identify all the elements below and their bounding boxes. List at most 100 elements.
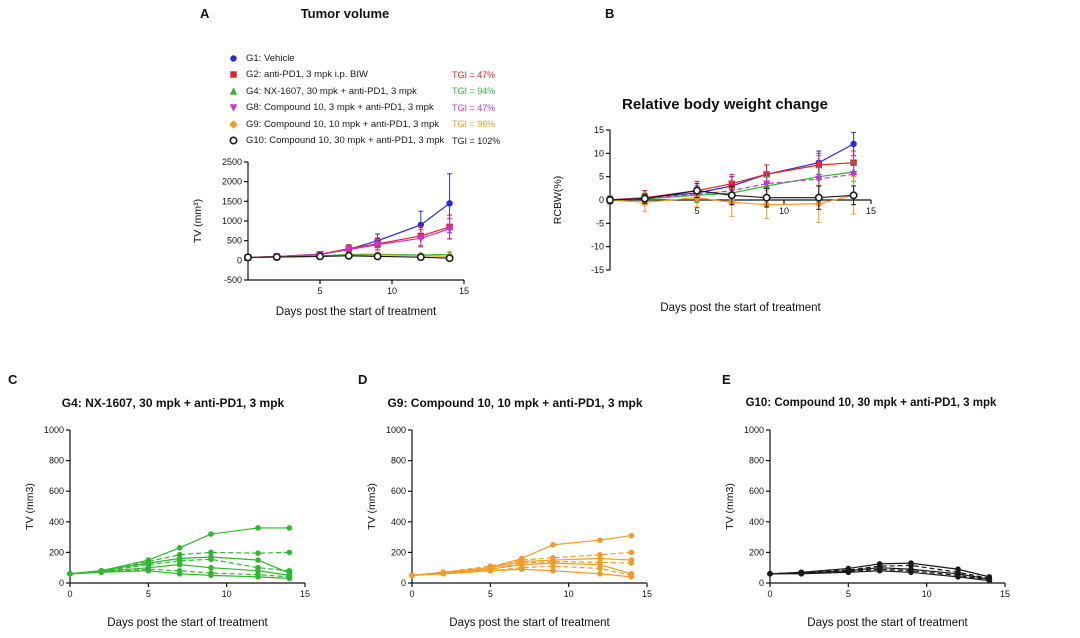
svg-text:10: 10: [779, 206, 789, 216]
svg-text:800: 800: [749, 456, 764, 466]
chart-svg-A: -500 0 500 1000 1500 2000 2500 5 10 15 Days post t…: [192, 157, 469, 318]
triangle-marker-icon: [227, 85, 240, 98]
x-axis-title: Days post the start of treatment: [449, 617, 610, 629]
x-axis-title: Days post the start of treatment: [107, 617, 268, 629]
legend-item: G4: NX-1607, 30 mpk + anti-PD1, 3 mpk: [227, 83, 444, 100]
svg-text:1500: 1500: [222, 196, 242, 206]
chart-g9-individual: 0 200 400 600 800 1000 0 5 10 15 Days post the sta…: [362, 418, 667, 638]
panel-label-a: A: [200, 6, 210, 21]
svg-text:-10: -10: [591, 242, 604, 252]
y-axis-title: TV (mm3): [366, 483, 378, 530]
y-axis-title: TV (mm3): [724, 483, 736, 530]
panel-label-d: D: [358, 372, 368, 387]
panel-label-b: B: [605, 6, 615, 21]
x-axis-title: Days post the start of treatment: [276, 306, 437, 318]
tgi-value: TGI = 94%: [452, 86, 496, 96]
svg-text:0: 0: [67, 589, 72, 599]
svg-text:800: 800: [49, 456, 64, 466]
diamond-marker-icon: [227, 118, 240, 131]
panel-title-g4: G4: NX-1607, 30 mpk + anti-PD1, 3 mpk: [61, 396, 285, 410]
panel-title-tumor-volume: Tumor volume: [300, 6, 390, 21]
svg-text:-15: -15: [591, 265, 604, 275]
legend: G1: Vehicle G2: anti-PD1, 3 mpk i.p. BIW G…: [227, 50, 444, 149]
svg-text:5: 5: [599, 172, 604, 182]
chart-svg-E: 0 200 400 600 800 1000 0 5 10 15 Days post the sta…: [724, 425, 1010, 629]
svg-text:400: 400: [749, 517, 764, 527]
svg-text:200: 200: [749, 547, 764, 557]
svg-text:0: 0: [237, 255, 242, 265]
y-axis-title: RCBW(%): [552, 176, 564, 224]
svg-text:0: 0: [59, 578, 64, 588]
legend-item-label: G8: Compound 10, 3 mpk + anti-PD1, 3 mpk: [246, 102, 434, 114]
panel-title-g9: G9: Compound 10, 10 mpk + anti-PD1, 3 mp…: [387, 396, 643, 410]
chart-body-weight: -15 -10 -5 0 5 10 15 5 10 15 Days post the start o…: [548, 120, 893, 323]
series-g10-compound-10-30-mpk-anti-pd1-3-mpk: [243, 251, 454, 263]
tgi-value: TGI = 96%: [452, 119, 496, 129]
x-axis-title: Days post the start of treatment: [660, 302, 821, 314]
legend-item-label: G10: Compound 10, 30 mpk + anti-PD1, 3 m…: [246, 135, 445, 147]
panel-title-body-weight: Relative body weight change: [622, 96, 828, 113]
svg-text:10: 10: [594, 148, 604, 158]
svg-text:800: 800: [391, 456, 406, 466]
triangle-down-marker-icon: [227, 101, 240, 114]
svg-text:2500: 2500: [222, 157, 242, 167]
legend-item: G10: Compound 10, 30 mpk + anti-PD1, 3 m…: [227, 133, 444, 150]
svg-text:5: 5: [146, 589, 151, 599]
svg-text:0: 0: [409, 589, 414, 599]
legend-item-label: G1: Vehicle: [246, 52, 295, 64]
svg-text:1000: 1000: [44, 425, 64, 435]
tgi-value: TGI = 47%: [452, 102, 496, 113]
svg-text:5: 5: [488, 589, 493, 599]
svg-text:5: 5: [317, 286, 322, 296]
legend-item: G1: Vehicle: [227, 50, 444, 67]
svg-text:15: 15: [1000, 589, 1010, 599]
series-mouse-7: [409, 566, 635, 580]
svg-text:15: 15: [866, 206, 876, 216]
svg-text:1000: 1000: [222, 216, 242, 226]
panel-label-c: C: [8, 372, 18, 387]
svg-text:10: 10: [564, 589, 574, 599]
svg-text:400: 400: [391, 517, 406, 527]
legend-item: G8: Compound 10, 3 mpk + anti-PD1, 3 mpk: [227, 100, 444, 117]
y-axis-title: TV (mm³): [192, 199, 204, 243]
svg-text:1000: 1000: [386, 425, 406, 435]
chart-svg-D: 0 200 400 600 800 1000 0 5 10 15 Days post the sta…: [366, 425, 652, 629]
svg-text:200: 200: [49, 547, 64, 557]
svg-text:2000: 2000: [222, 177, 242, 187]
square-marker-icon: [227, 68, 240, 81]
chart-svg-C: 0 200 400 600 800 1000 0 5 10 15 Days post the sta…: [24, 425, 310, 629]
circle-marker-icon: [227, 52, 240, 65]
circle-open-marker-icon: [227, 134, 240, 147]
tgi-column: TGI = 47% TGI = 94% TGI = 47% TGI = 96% TGI …: [452, 50, 500, 149]
svg-text:5: 5: [694, 206, 699, 216]
legend-item-label: G9: Compound 10, 10 mpk + anti-PD1, 3 mp…: [246, 118, 440, 130]
svg-text:15: 15: [459, 286, 469, 296]
panel-label-e: E: [722, 372, 731, 387]
svg-text:0: 0: [401, 578, 406, 588]
svg-text:10: 10: [922, 589, 932, 599]
chart-svg-B: -15 -10 -5 0 5 10 15 5 10 15 Days post the start o…: [552, 125, 876, 314]
svg-text:500: 500: [227, 236, 242, 246]
svg-text:0: 0: [599, 195, 604, 205]
svg-text:0: 0: [759, 578, 764, 588]
chart-tumor-volume: -500 0 500 1000 1500 2000 2500 5 10 15 Days post t…: [188, 150, 480, 327]
svg-text:15: 15: [642, 589, 652, 599]
chart-g10-individual: 0 200 400 600 800 1000 0 5 10 15 Days post the sta…: [720, 418, 1025, 638]
panel-title-g10: G10: Compound 10, 30 mpk + anti-PD1, 3 m…: [745, 397, 997, 409]
tgi-value: [452, 50, 500, 67]
svg-text:200: 200: [391, 547, 406, 557]
legend-item: G9: Compound 10, 10 mpk + anti-PD1, 3 mp…: [227, 116, 444, 133]
svg-text:10: 10: [387, 286, 397, 296]
svg-text:1000: 1000: [744, 425, 764, 435]
series-mouse-5: [767, 567, 993, 584]
svg-text:600: 600: [391, 486, 406, 496]
svg-text:0: 0: [767, 589, 772, 599]
svg-text:400: 400: [49, 517, 64, 527]
svg-text:-500: -500: [224, 275, 242, 285]
svg-text:10: 10: [222, 589, 232, 599]
svg-text:15: 15: [300, 589, 310, 599]
chart-g4-individual: 0 200 400 600 800 1000 0 5 10 15 Days post the sta…: [20, 418, 325, 638]
legend-item: G2: anti-PD1, 3 mpk i.p. BIW: [227, 67, 444, 84]
svg-text:15: 15: [594, 125, 604, 135]
